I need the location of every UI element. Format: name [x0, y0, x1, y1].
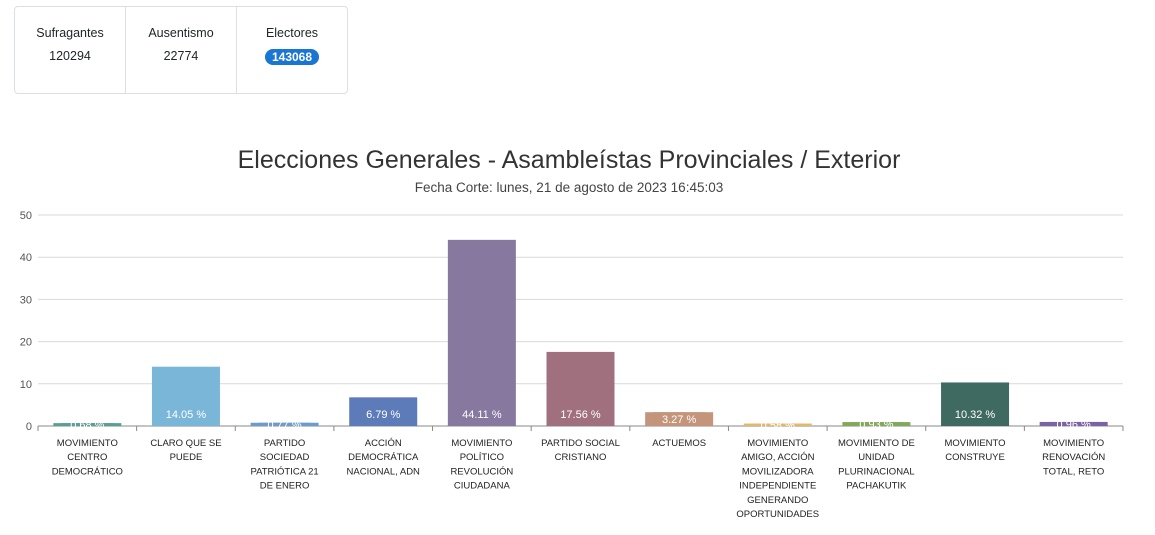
- stat-electores-badge: 143068: [264, 49, 320, 65]
- data-label: 14.05 %: [166, 409, 207, 421]
- x-category-label-line: OPORTUNIDADES: [736, 509, 819, 520]
- stat-sufragantes-value: 120294: [49, 49, 91, 63]
- data-label: 10.32 %: [955, 409, 996, 421]
- x-category-label: CLARO QUE SE PUEDE: [150, 438, 221, 463]
- x-category-label-line: MOVIMIENTO: [57, 438, 118, 449]
- stat-sufragantes-label: Sufragantes: [36, 26, 104, 40]
- x-category-label-line: MOVIMIENTO: [945, 438, 1006, 449]
- x-category-label-line: PACHAKUTIK: [846, 481, 907, 492]
- y-tick-label: 50: [20, 210, 32, 222]
- x-category-label-line: NACIONAL, ADN: [347, 466, 421, 477]
- bar-label-box: [653, 412, 706, 426]
- y-tick-label: 30: [20, 294, 32, 306]
- x-category-label-line: MOVIMIENTO: [451, 438, 512, 449]
- x-category-label-line: PUEDE: [170, 452, 203, 463]
- stat-electores-label: Electores: [265, 26, 319, 40]
- x-category-label-line: TOTAL, RETO: [1043, 466, 1104, 477]
- chart-bars: 0.68 % 14.05 % 0.77 % 6.79 % 44.11 % 17.56 % 3…: [53, 239, 1108, 432]
- x-category-label: MOVIMIENTO AMIGO, ACCIÓN MOVILIZADORA INDEP…: [736, 438, 819, 520]
- stats-card: Sufragantes 120294 Ausentismo 22774 Elec…: [14, 6, 348, 94]
- bar: [941, 382, 1010, 426]
- bar: [349, 397, 418, 426]
- bar-label-box: [258, 422, 311, 426]
- x-category-label: MOVIMIENTO RENOVACIÓN TOTAL, RETO: [1042, 438, 1105, 477]
- x-category-label-line: CRISTIANO: [555, 452, 607, 463]
- x-category-label: PARTIDO SOCIAL CRISTIANO: [541, 438, 620, 463]
- x-category-label-line: CENTRO: [67, 452, 107, 463]
- x-category-label-line: ACTUEMOS: [652, 438, 706, 449]
- chart-title: Elecciones Generales - Asambleístas Prov…: [238, 146, 901, 174]
- bar-label-box: [850, 422, 903, 426]
- x-category-label-line: PATRIÓTICA 21: [250, 466, 318, 477]
- x-category-label: ACTUEMOS: [652, 438, 706, 449]
- data-label: 0.58 %: [761, 420, 795, 432]
- stat-ausentismo: Ausentismo 22774: [126, 7, 237, 93]
- x-category-label-line: CLARO QUE SE: [150, 438, 221, 449]
- chart-subtitle: Fecha Corte: lunes, 21 de agosto de 2023…: [415, 180, 723, 195]
- x-category-label-line: SOCIEDAD: [260, 452, 310, 463]
- bar-label-box: [1047, 421, 1100, 426]
- bar: [151, 366, 220, 426]
- x-category-label-line: AMIGO, ACCIÓN: [741, 452, 815, 463]
- stat-sufragantes: Sufragantes 120294: [15, 7, 126, 93]
- y-tick-label: 40: [20, 252, 32, 264]
- data-label: 6.79 %: [366, 409, 400, 421]
- x-category-label: ACCIÓN DEMOCRÁTICA NACIONAL, ADN: [347, 438, 421, 477]
- x-category-label-line: MOVIMIENTO DE: [838, 438, 915, 449]
- bar: [447, 239, 516, 426]
- data-label: 17.56 %: [560, 409, 601, 421]
- data-label: 3.27 %: [662, 414, 696, 426]
- x-category-label-line: POLÍTICO: [460, 452, 504, 463]
- data-label: 0.96 %: [1057, 419, 1091, 431]
- y-tick-label: 0: [26, 421, 32, 433]
- x-category-label-line: MOVIMIENTO: [747, 438, 808, 449]
- x-category-label-line: MOVIMIENTO: [1043, 438, 1104, 449]
- x-category-label-line: PARTIDO: [264, 438, 305, 449]
- x-category-label-line: INDEPENDIENTE: [739, 481, 816, 492]
- x-category-label-line: GENERANDO: [747, 495, 808, 506]
- y-tick-label: 10: [20, 379, 32, 391]
- bar-label-box: [61, 423, 114, 426]
- x-category-label-line: PARTIDO SOCIAL: [541, 438, 620, 449]
- x-category-label-line: CONSTRUYE: [945, 452, 1005, 463]
- x-category-label: MOVIMIENTO CONSTRUYE: [945, 438, 1006, 463]
- x-category-label: MOVIMIENTO CENTRO DEMOCRÁTICO: [52, 438, 123, 477]
- x-category-label-line: PLURINACIONAL: [838, 466, 915, 477]
- x-category-label-line: MOVILIZADORA: [742, 466, 814, 477]
- x-category-label-line: CIUDADANA: [454, 481, 511, 492]
- x-category-label-line: DEMOCRÁTICO: [52, 466, 123, 477]
- x-category-label-line: UNIDAD: [858, 452, 895, 463]
- y-tick-label: 20: [20, 337, 32, 349]
- data-label: 0.77 %: [267, 419, 301, 431]
- x-category-label-line: REVOLUCIÓN: [450, 466, 513, 477]
- x-category-label: MOVIMIENTO DE UNIDAD PLURINACIONAL PACHAKUT…: [838, 438, 915, 492]
- x-category-label-line: ACCIÓN: [365, 438, 402, 449]
- stat-ausentismo-value: 22774: [163, 49, 199, 63]
- x-category-label: PARTIDO SOCIEDAD PATRIÓTICA 21 DE ENERO: [250, 438, 318, 492]
- stat-electores: Electores 143068: [237, 7, 347, 93]
- x-category-label-line: DE ENERO: [260, 481, 310, 492]
- data-label: 0.68 %: [70, 420, 104, 432]
- chart-category-labels: MOVIMIENTO CENTRO DEMOCRÁTICO CLARO QUE SE P…: [37, 426, 1124, 520]
- data-label: 44.11 %: [462, 409, 502, 421]
- stat-ausentismo-label: Ausentismo: [148, 26, 214, 40]
- x-category-label-line: DEMOCRÁTICA: [348, 452, 419, 463]
- x-category-label-line: RENOVACIÓN: [1042, 452, 1105, 463]
- bar-label-box: [751, 423, 804, 426]
- x-category-label: MOVIMIENTO POLÍTICO REVOLUCIÓN CIUDADANA: [450, 438, 513, 492]
- bar: [546, 351, 615, 426]
- data-label: 0.93 %: [859, 419, 893, 431]
